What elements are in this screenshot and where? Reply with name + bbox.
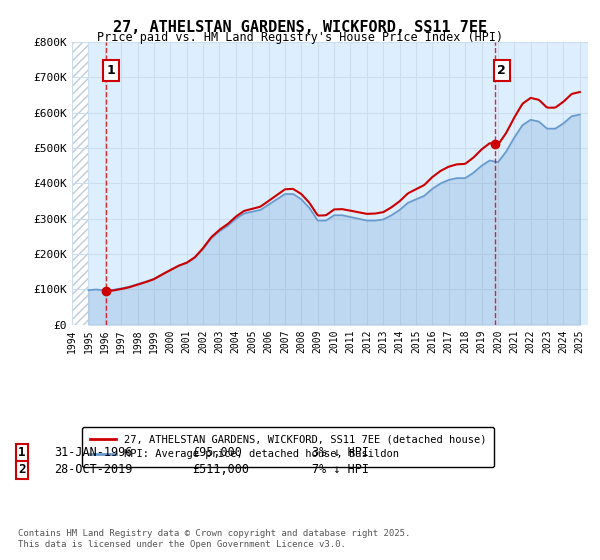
Bar [72,42,88,325]
Text: 1: 1 [18,446,25,459]
Text: Price paid vs. HM Land Registry's House Price Index (HPI): Price paid vs. HM Land Registry's House … [97,31,503,44]
Text: Contains HM Land Registry data © Crown copyright and database right 2025.
This d: Contains HM Land Registry data © Crown c… [18,529,410,549]
Text: 2: 2 [497,64,506,77]
Text: 3% ↓ HPI: 3% ↓ HPI [312,446,369,459]
Text: 2: 2 [18,463,25,476]
Text: £95,000: £95,000 [192,446,242,459]
Text: £511,000: £511,000 [192,463,249,476]
Text: 31-JAN-1996: 31-JAN-1996 [54,446,133,459]
Text: 27, ATHELSTAN GARDENS, WICKFORD, SS11 7EE: 27, ATHELSTAN GARDENS, WICKFORD, SS11 7E… [113,20,487,35]
Text: 7% ↓ HPI: 7% ↓ HPI [312,463,369,476]
Legend: 27, ATHELSTAN GARDENS, WICKFORD, SS11 7EE (detached house), HPI: Average price, : 27, ATHELSTAN GARDENS, WICKFORD, SS11 7E… [82,427,494,466]
Text: 1: 1 [107,64,115,77]
Text: 28-OCT-2019: 28-OCT-2019 [54,463,133,476]
